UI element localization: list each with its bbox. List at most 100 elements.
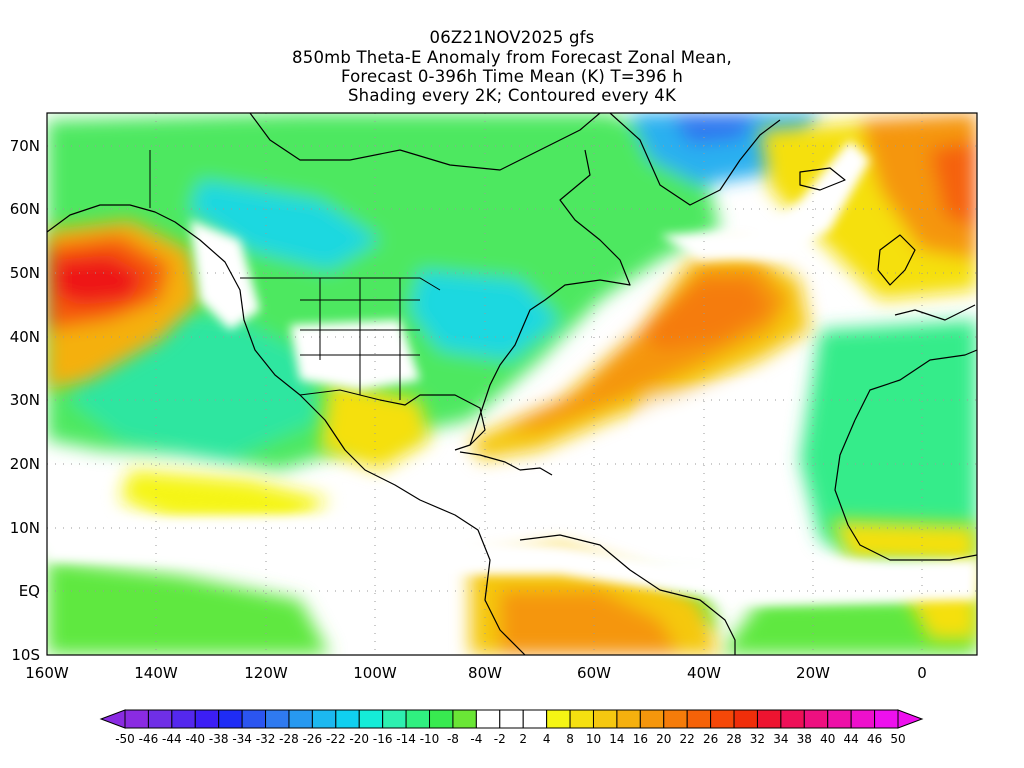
colorbar-swatch bbox=[335, 709, 360, 729]
colorbar-label: -44 bbox=[162, 732, 182, 746]
colorbar-swatch bbox=[382, 709, 407, 729]
colorbar-label: -8 bbox=[447, 732, 459, 746]
lat-label: EQ bbox=[19, 582, 40, 600]
colorbar-swatch bbox=[803, 709, 829, 729]
lat-label: 50N bbox=[10, 264, 40, 282]
colorbar-low-arrow bbox=[99, 709, 126, 729]
colorbar-swatch bbox=[241, 709, 267, 729]
colorbar-label: 14 bbox=[609, 732, 624, 746]
colorbar-swatch bbox=[686, 709, 712, 729]
colorbar-label: -22 bbox=[326, 732, 346, 746]
colorbar-label: 10 bbox=[586, 732, 601, 746]
colorbar-swatch bbox=[171, 709, 196, 729]
colorbar-label: 20 bbox=[656, 732, 671, 746]
graticule bbox=[47, 113, 977, 655]
colorbar-swatch bbox=[194, 709, 220, 729]
colorbar-label: -50 bbox=[115, 732, 135, 746]
colorbar-label: -26 bbox=[303, 732, 323, 746]
coastlines bbox=[47, 113, 977, 655]
colorbar: -50 -46 -44 -40 -38 -34 -32 -28 -26 -22 -20 -16 -14-… bbox=[99, 709, 924, 746]
lon-label: 0 bbox=[917, 664, 927, 682]
colorbar-label: -14 bbox=[396, 732, 416, 746]
colorbar-swatch bbox=[616, 709, 641, 729]
colorbar-swatch bbox=[358, 709, 384, 729]
lon-label: 60W bbox=[577, 664, 611, 682]
colorbar-swatch bbox=[499, 709, 524, 729]
colorbar-swatch bbox=[311, 709, 337, 729]
colorbar-label: -40 bbox=[185, 732, 205, 746]
lat-label: 60N bbox=[10, 200, 40, 218]
colorbar-swatch bbox=[147, 709, 173, 729]
colorbar-label: -10 bbox=[420, 732, 440, 746]
colorbar-label: 4 bbox=[543, 732, 551, 746]
colorbar-label: -46 bbox=[139, 732, 159, 746]
lon-label: 100W bbox=[353, 664, 397, 682]
colorbar-swatch bbox=[288, 709, 313, 729]
lat-label: 30N bbox=[10, 391, 40, 409]
lat-label: 40N bbox=[10, 328, 40, 346]
colorbar-swatch bbox=[569, 709, 594, 729]
title-line-4: Shading every 2K; Contoured every 4K bbox=[348, 86, 677, 105]
lat-label: 20N bbox=[10, 455, 40, 473]
colorbar-swatch bbox=[429, 709, 454, 729]
lat-label: 10S bbox=[11, 646, 40, 664]
lat-label: 70N bbox=[10, 137, 40, 155]
colorbar-label: -34 bbox=[232, 732, 252, 746]
colorbar-swatch bbox=[733, 709, 758, 729]
colorbar-swatch bbox=[592, 709, 618, 729]
colorbar-label: 46 bbox=[867, 732, 882, 746]
colorbar-label: 8 bbox=[566, 732, 574, 746]
colorbar-label: -20 bbox=[349, 732, 369, 746]
colorbar-label: 22 bbox=[680, 732, 695, 746]
colorbar-swatch bbox=[265, 709, 290, 729]
theta-e-anomaly-field bbox=[47, 113, 977, 655]
colorbar-label: -28 bbox=[279, 732, 299, 746]
colorbar-swatch bbox=[452, 709, 477, 729]
colorbar-label: -2 bbox=[494, 732, 506, 746]
colorbar-label: 40 bbox=[820, 732, 835, 746]
latitude-labels: 70N 60N 50N 40N 30N 20N 10N EQ 10S bbox=[10, 137, 40, 664]
longitude-labels: 160W 140W 120W 100W 80W 60W 40W 20W 0 bbox=[25, 664, 927, 682]
colorbar-swatch bbox=[639, 709, 665, 729]
colorbar-label: 16 bbox=[633, 732, 648, 746]
lon-label: 120W bbox=[244, 664, 288, 682]
lon-label: 40W bbox=[687, 664, 721, 682]
figure-title: 06Z21NOV2025 gfs 850mb Theta-E Anomaly f… bbox=[292, 28, 732, 105]
colorbar-swatch bbox=[874, 709, 899, 729]
colorbar-label: 2 bbox=[519, 732, 527, 746]
colorbar-swatch bbox=[710, 709, 735, 729]
colorbar-label: -38 bbox=[209, 732, 229, 746]
colorbar-swatch bbox=[475, 709, 501, 729]
colorbar-swatch bbox=[780, 709, 805, 729]
colorbar-swatch bbox=[218, 709, 243, 729]
colorbar-label: 34 bbox=[773, 732, 788, 746]
colorbar-label: -16 bbox=[373, 732, 393, 746]
colorbar-label: 38 bbox=[797, 732, 812, 746]
colorbar-label: -4 bbox=[470, 732, 482, 746]
title-line-3: Forecast 0-396h Time Mean (K) T=396 h bbox=[341, 67, 683, 86]
colorbar-label: -32 bbox=[256, 732, 276, 746]
colorbar-swatch bbox=[850, 709, 876, 729]
colorbar-label: 32 bbox=[750, 732, 765, 746]
title-line-2: 850mb Theta-E Anomaly from Forecast Zona… bbox=[292, 48, 732, 67]
lon-label: 20W bbox=[796, 664, 830, 682]
colorbar-swatch bbox=[756, 709, 782, 729]
lat-label: 10N bbox=[10, 519, 40, 537]
colorbar-swatch bbox=[522, 709, 548, 729]
colorbar-label: 28 bbox=[726, 732, 741, 746]
lon-label: 160W bbox=[25, 664, 69, 682]
title-line-1: 06Z21NOV2025 gfs bbox=[430, 28, 595, 47]
colorbar-label: 44 bbox=[844, 732, 859, 746]
lon-label: 80W bbox=[468, 664, 502, 682]
colorbar-swatch bbox=[827, 709, 852, 729]
map-frame bbox=[46, 112, 978, 656]
colorbar-swatch bbox=[546, 709, 571, 729]
colorbar-label: 26 bbox=[703, 732, 718, 746]
colorbar-swatch bbox=[663, 709, 688, 729]
lon-label: 140W bbox=[134, 664, 178, 682]
colorbar-label: 50 bbox=[890, 732, 905, 746]
colorbar-swatch bbox=[405, 709, 431, 729]
colorbar-swatch bbox=[124, 709, 149, 729]
colorbar-high-arrow bbox=[897, 709, 924, 729]
